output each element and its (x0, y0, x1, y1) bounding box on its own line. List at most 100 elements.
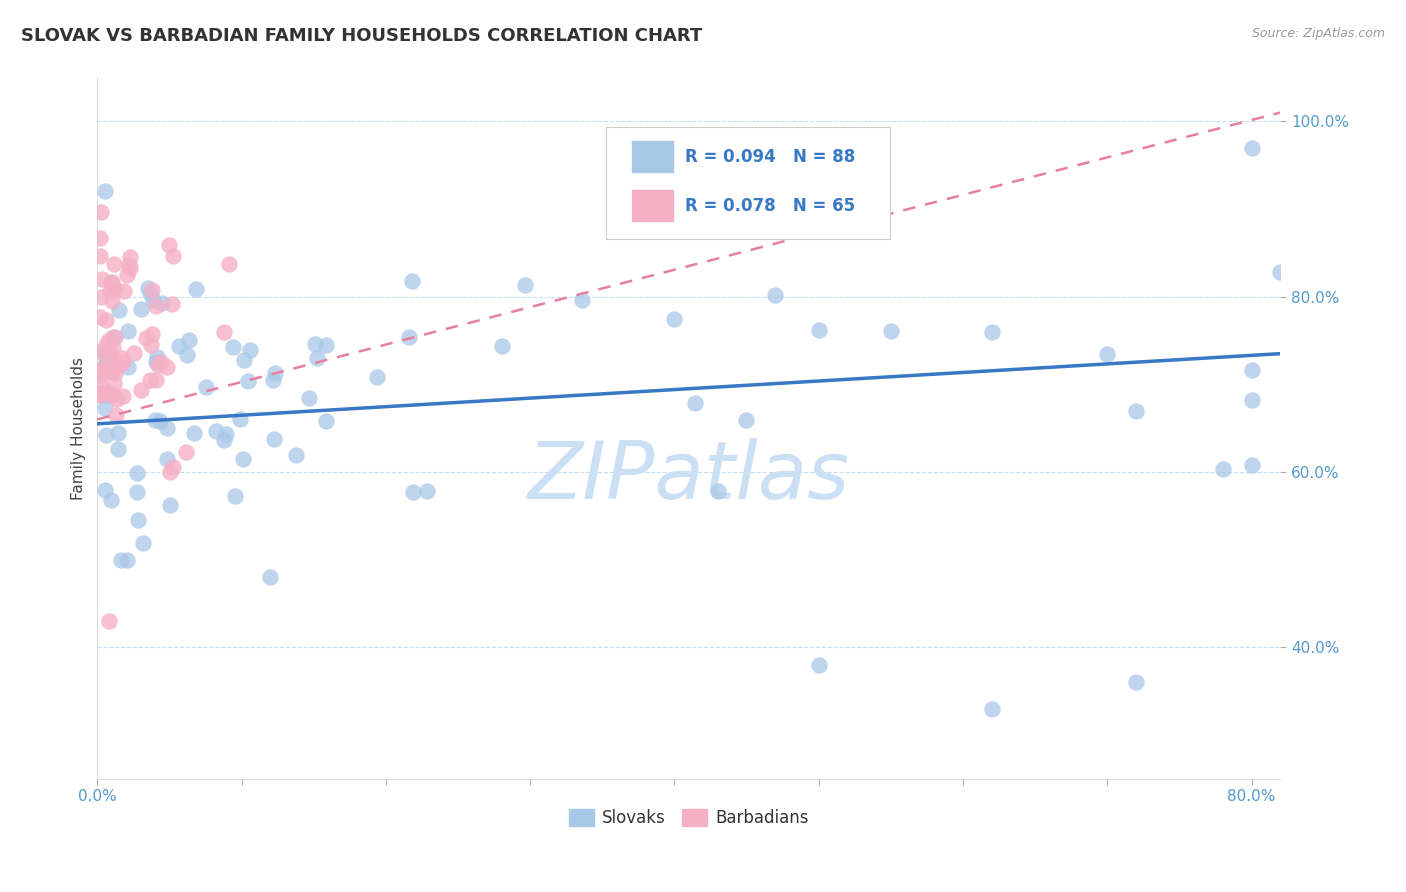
Point (232, 451, 254, 466)
Point (132, 536, 155, 550)
Point (105, 392, 128, 406)
Point (100, 493, 122, 508)
Point (1097, 347, 1119, 361)
Point (117, 552, 139, 566)
Text: R = 0.078   N = 65: R = 0.078 N = 65 (685, 197, 855, 215)
FancyBboxPatch shape (606, 127, 890, 239)
Point (174, 445, 197, 459)
Point (107, 425, 129, 440)
Point (807, 323, 830, 337)
Point (980, 702, 1002, 716)
Point (284, 449, 307, 463)
Point (156, 451, 179, 466)
Point (402, 485, 425, 500)
Point (156, 360, 179, 375)
Point (108, 302, 131, 317)
Point (96, 336, 118, 351)
Text: ZIPatlas: ZIPatlas (527, 438, 851, 516)
Point (138, 373, 160, 387)
Point (129, 301, 152, 316)
Point (98, 284, 121, 298)
Point (101, 294, 124, 309)
Point (101, 361, 124, 376)
Point (111, 351, 134, 366)
Point (120, 250, 142, 264)
Point (93, 360, 115, 375)
Text: Source: ZipAtlas.com: Source: ZipAtlas.com (1251, 27, 1385, 40)
Point (117, 359, 139, 374)
Point (104, 330, 127, 344)
Point (366, 369, 388, 384)
Point (305, 351, 328, 365)
Point (205, 424, 228, 438)
Point (765, 287, 787, 301)
Point (159, 465, 181, 479)
Point (183, 425, 205, 440)
Point (141, 326, 163, 341)
Point (141, 338, 163, 352)
Point (195, 380, 218, 394)
Point (238, 374, 260, 388)
Point (807, 657, 830, 672)
Point (304, 337, 326, 351)
Point (93, 185, 115, 199)
Point (298, 391, 321, 405)
Point (98, 333, 121, 347)
Point (880, 324, 903, 338)
Point (1240, 458, 1263, 473)
Point (107, 442, 129, 456)
Point (135, 331, 157, 345)
Point (89, 310, 111, 324)
Point (117, 324, 139, 338)
Point (89, 249, 111, 263)
Point (90, 386, 112, 401)
Point (118, 258, 141, 272)
Point (157, 238, 180, 252)
Point (89, 231, 111, 245)
Y-axis label: Family Households: Family Households (72, 357, 86, 500)
Point (98, 345, 121, 359)
Text: R = 0.094   N = 88: R = 0.094 N = 88 (685, 148, 856, 166)
Point (1212, 461, 1234, 475)
Point (89, 344, 111, 359)
Point (111, 389, 134, 403)
Point (169, 339, 191, 353)
Point (218, 256, 240, 270)
Point (1125, 675, 1147, 690)
Point (214, 434, 236, 448)
Point (142, 293, 165, 308)
Point (980, 325, 1002, 339)
Text: SLOVAK VS BARBADIAN FAMILY HOUSEHOLDS CORRELATION CHART: SLOVAK VS BARBADIAN FAMILY HOUSEHOLDS CO… (21, 27, 703, 45)
Point (176, 348, 198, 362)
Point (664, 311, 686, 326)
Point (162, 249, 184, 263)
Point (1240, 393, 1263, 408)
Point (706, 483, 728, 498)
Point (112, 284, 135, 298)
Point (215, 426, 238, 441)
Point (103, 329, 125, 343)
Point (571, 293, 593, 307)
Point (224, 490, 246, 504)
Point (315, 337, 337, 351)
Point (1125, 403, 1147, 417)
Bar (633, 141, 673, 172)
Point (127, 513, 149, 527)
Point (1240, 363, 1263, 377)
Point (150, 296, 173, 310)
Point (156, 421, 179, 435)
Point (107, 359, 129, 373)
Point (104, 409, 127, 423)
Point (160, 296, 183, 310)
Point (127, 484, 149, 499)
Point (139, 286, 162, 301)
Point (90, 290, 112, 304)
Point (150, 355, 173, 369)
Point (184, 282, 207, 296)
Point (91, 366, 114, 380)
Point (101, 386, 124, 401)
Point (145, 373, 167, 387)
Point (104, 282, 127, 296)
Point (112, 354, 135, 368)
Point (101, 275, 124, 289)
